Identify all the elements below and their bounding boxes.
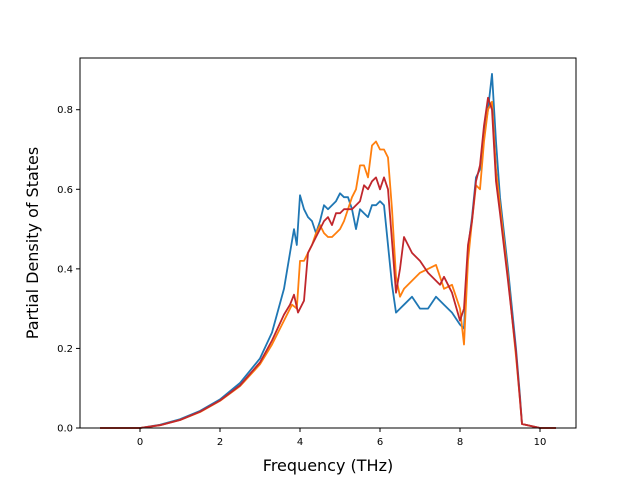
y-tick-label: 0.0 xyxy=(57,424,73,435)
series-line-2 xyxy=(100,100,556,429)
x-axis-ticks: 0 2 4 6 8 10 xyxy=(137,428,547,448)
y-axis-label: Partial Density of States xyxy=(23,147,42,339)
y-axis-ticks: 0.0 0.2 0.4 0.6 0.8 xyxy=(57,105,80,435)
y-tick-label: 0.2 xyxy=(57,344,73,355)
y-tick-label: 0.6 xyxy=(57,185,73,196)
series-line-3 xyxy=(100,96,556,429)
x-tick-label: 8 xyxy=(457,437,463,448)
y-tick-label: 0.4 xyxy=(57,264,73,275)
x-tick-label: 4 xyxy=(297,437,303,448)
x-tick-label: 6 xyxy=(377,437,383,448)
plot-area xyxy=(80,58,576,428)
plot-frame xyxy=(79,57,577,429)
series-layer xyxy=(100,73,556,429)
x-tick-label: 2 xyxy=(217,437,223,448)
x-axis-label: Frequency (THz) xyxy=(263,456,393,475)
x-tick-label: 10 xyxy=(534,437,547,448)
x-tick-label: 0 xyxy=(137,437,143,448)
y-tick-label: 0.8 xyxy=(57,105,73,116)
